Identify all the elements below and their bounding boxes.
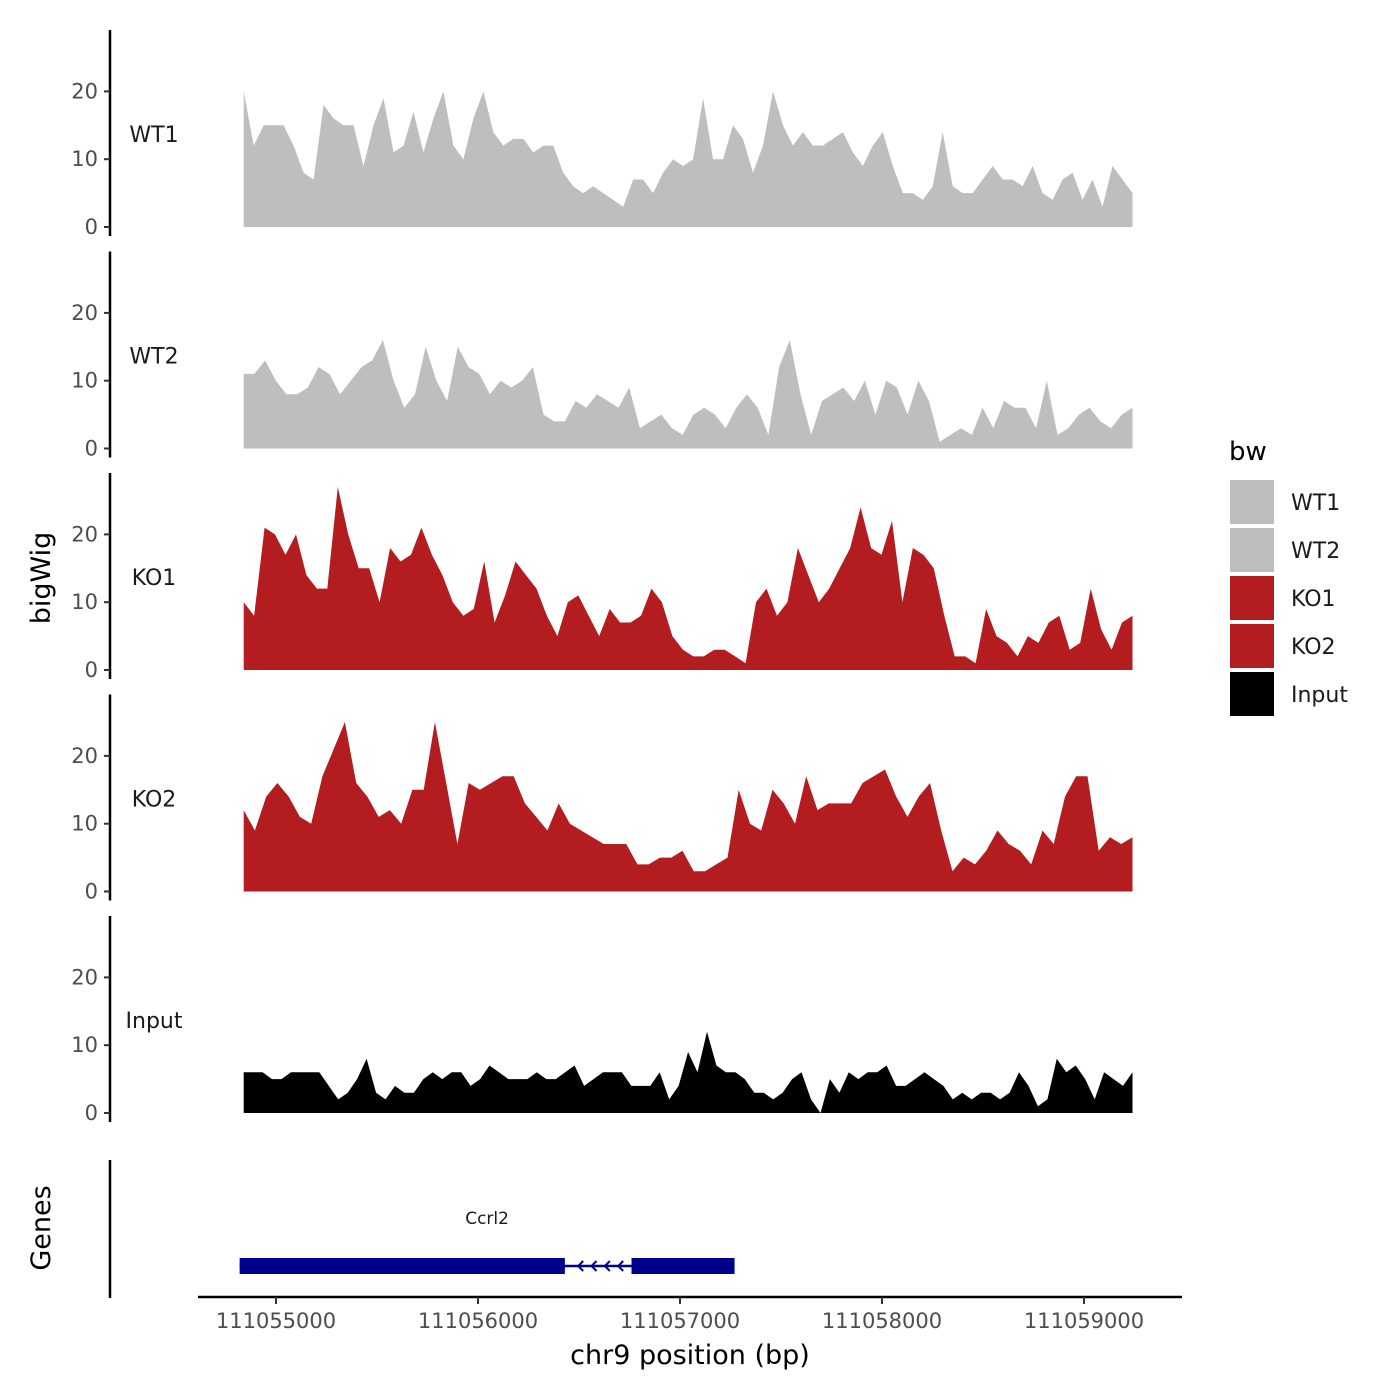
legend-label-ko2: KO2 (1291, 635, 1336, 660)
coverage-area-ko1 (243, 486, 1133, 670)
strand-arrow-icon (576, 1260, 584, 1272)
track-panel-ko1: 0 10 20 KO1 (71, 473, 1133, 682)
track-label-wt1: WT1 (129, 123, 178, 148)
y-tick-label: 20 (71, 522, 98, 546)
y-tick-label: 0 (85, 437, 98, 461)
y-axis-title: bigWig (26, 532, 57, 625)
x-tick-label: 111056000 (418, 1309, 538, 1333)
y-tick-label: 20 (71, 965, 98, 989)
y-tick-label: 0 (85, 880, 98, 904)
y-tick-label: 20 (71, 301, 98, 325)
legend-swatch-ko1 (1230, 576, 1274, 620)
gene-exon-1 (239, 1258, 565, 1274)
legend-swatch-input (1230, 672, 1274, 716)
legend-title: bw (1229, 437, 1267, 467)
coverage-area-wt2 (243, 340, 1133, 449)
gene-exon-2 (631, 1258, 735, 1274)
legend-label-ko1: KO1 (1291, 587, 1336, 612)
legend: bw WT1 WT2 KO1 KO2 Input (1229, 437, 1348, 716)
track-panel-wt2: 0 10 20 WT2 (71, 251, 1133, 461)
gene-label: Ccrl2 (465, 1209, 509, 1229)
track-panel-wt1: 0 10 20 WT1 (71, 30, 1133, 239)
x-tick-label: 111058000 (822, 1309, 942, 1333)
x-tick-label: 111055000 (216, 1309, 336, 1333)
strand-arrow-icon (616, 1260, 624, 1272)
track-label-ko2: KO2 (132, 788, 177, 813)
x-axis-title: chr9 position (bp) (570, 1340, 810, 1371)
y-tick-label: 0 (85, 215, 98, 239)
legend-swatch-wt1 (1230, 480, 1274, 524)
track-panel-ko2: 0 10 20 KO2 (71, 694, 1133, 904)
legend-label-wt1: WT1 (1291, 491, 1340, 516)
legend-swatch-wt2 (1230, 528, 1274, 572)
y-tick-label: 10 (71, 1033, 98, 1057)
track-label-input: Input (126, 1009, 183, 1034)
y-tick-label: 20 (71, 744, 98, 768)
y-tick-label: 20 (71, 79, 98, 103)
y-tick-label: 10 (71, 590, 98, 614)
gene-track: Ccrl2 (108, 1160, 735, 1298)
y-tick-label: 0 (85, 1101, 98, 1125)
track-label-ko1: KO1 (132, 566, 177, 591)
x-tick-label: 111057000 (620, 1309, 740, 1333)
legend-swatch-ko2 (1230, 624, 1274, 668)
legend-label-input: Input (1291, 683, 1348, 708)
strand-arrow-icon (603, 1260, 611, 1272)
track-label-wt2: WT2 (129, 345, 178, 370)
x-axis: 111055000 111056000 111057000 111058000 1110… (198, 1295, 1182, 1333)
legend-label-wt2: WT2 (1291, 539, 1340, 564)
coverage-area-ko2 (243, 722, 1133, 892)
x-tick-label: 111059000 (1024, 1309, 1144, 1333)
coverage-area-wt1 (243, 91, 1133, 228)
y-tick-label: 10 (71, 812, 98, 836)
coverage-area-input (243, 1031, 1133, 1113)
tracks-layer: 0 10 20 WT1 0 10 20 WT2 0 10 20 KO1 0 10 20 KO2 0 10 20 Inp… (71, 30, 1133, 1125)
track-panel-input: 0 10 20 Input (71, 916, 1133, 1125)
y-tick-label: 0 (85, 658, 98, 682)
genes-axis-title: Genes (26, 1185, 57, 1270)
strand-arrow-icon (590, 1260, 598, 1272)
y-tick-label: 10 (71, 147, 98, 171)
y-tick-label: 10 (71, 369, 98, 393)
